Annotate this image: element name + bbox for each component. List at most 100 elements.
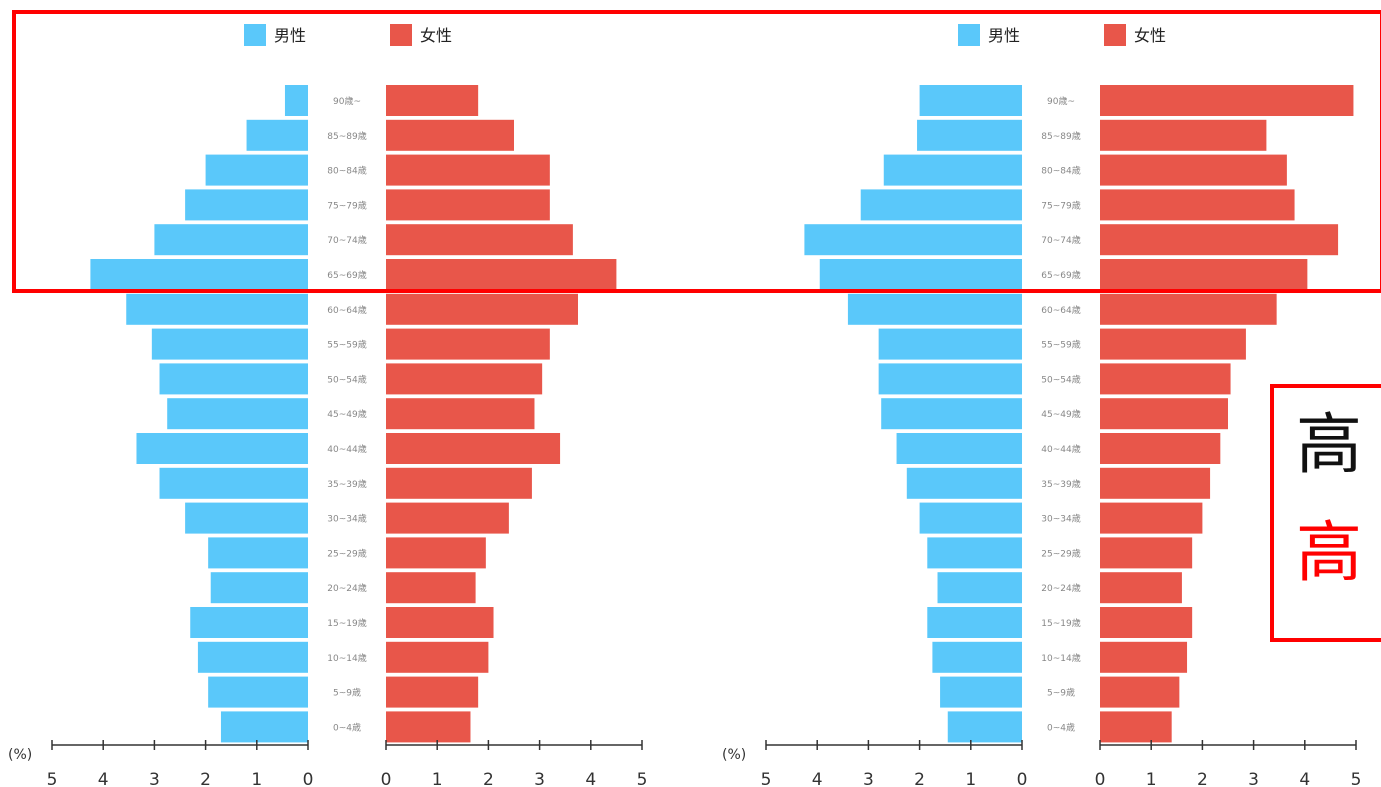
age-group-label: 70~74歳 [1041,234,1080,246]
bar-male [881,398,1022,430]
bar-male [919,502,1022,534]
legend-swatch-male [958,24,980,46]
bar-female [1100,572,1182,604]
age-group-label: 75~79歳 [1041,199,1080,211]
legend-label-male: 男性 [988,26,1020,45]
bar-male [896,433,1022,464]
bar-male [167,398,308,430]
bar-female [386,572,476,604]
age-group-label: 25~29歳 [327,547,366,559]
x-tick-label-male: 1 [251,770,262,787]
bar-female [386,363,543,395]
bar-female [1100,224,1339,256]
age-group-label: 30~34歳 [327,513,366,525]
age-group-label: 0~4歳 [333,721,361,733]
bar-male [159,363,308,395]
x-tick-label-female: 0 [381,770,392,787]
bar-female [386,502,509,534]
highlight-frame-top [12,10,1381,293]
bar-male [220,711,308,743]
x-tick-label-female: 1 [432,770,443,787]
bar-male [210,572,308,604]
bar-female [386,154,550,186]
age-group-label: 70~74歳 [327,234,366,246]
bar-male [205,154,308,186]
age-group-label: 25~29歳 [1041,547,1080,559]
bar-male [819,259,1022,290]
bar-male [927,537,1022,569]
age-group-label: 90歳~ [333,95,361,107]
legend-label-female: 女性 [1134,26,1166,45]
bar-female [1100,467,1211,499]
x-tick-label-male: 3 [863,770,874,787]
x-tick-label-male: 3 [149,770,160,787]
bar-male [940,676,1022,708]
x-tick-label-male: 0 [303,770,314,787]
age-group-label: 55~59歳 [1041,339,1080,351]
bar-male [804,224,1022,256]
bar-female [386,85,479,116]
age-group-label: 55~59歳 [327,339,366,351]
legend-swatch-female [1104,24,1126,46]
legend-swatch-female [390,24,412,46]
age-group-label: 80~84歳 [327,165,366,177]
x-tick-label-male: 5 [47,770,58,787]
bar-female [1100,641,1188,673]
bar-female [1100,259,1308,290]
bar-male [927,607,1022,638]
bar-male [878,328,1022,360]
x-tick-label-female: 3 [534,770,545,787]
age-group-label: 85~89歳 [327,130,366,142]
bar-male [860,189,1022,221]
age-group-label: 45~49歳 [327,408,366,420]
x-tick-label-male: 1 [965,770,976,787]
bar-male [947,711,1022,743]
age-group-label: 5~9歳 [333,687,361,699]
bar-male [136,433,308,464]
age-group-label: 30~34歳 [1041,513,1080,525]
x-tick-label-female: 5 [1351,770,1362,787]
bar-female [1100,676,1180,708]
x-tick-label-male: 2 [914,770,925,787]
bar-female [386,398,535,430]
bar-male [185,189,308,221]
age-group-label: 15~19歳 [1041,617,1080,629]
age-group-label: 10~14歳 [1041,652,1080,664]
callout-text-black: 高 [1296,406,1362,483]
bar-female [386,467,532,499]
bar-male [154,224,308,256]
unit-label: (%) [8,747,32,763]
bar-female [1100,363,1231,395]
callout-text-red: 高 [1296,514,1362,591]
bar-female [1100,433,1221,464]
x-tick-label-male: 0 [1017,770,1028,787]
age-group-label: 40~44歳 [1041,443,1080,455]
bar-female [386,433,561,464]
bar-female [1100,537,1193,569]
bar-female [386,119,514,151]
bar-female [386,189,550,221]
bar-male [159,467,308,499]
age-group-label: 10~14歳 [327,652,366,664]
age-group-label: 35~39歳 [1041,478,1080,490]
legend-swatch-male [244,24,266,46]
bar-female [386,641,489,673]
bar-female [1100,607,1193,638]
age-group-label: 75~79歳 [327,199,366,211]
bar-female [386,676,479,708]
bar-female [1100,154,1287,186]
age-group-label: 45~49歳 [1041,408,1080,420]
bar-female [1100,328,1246,360]
bar-female [1100,398,1228,430]
bar-female [1100,119,1267,151]
x-tick-label-male: 4 [98,770,109,787]
bar-male [151,328,308,360]
bar-male [90,259,309,290]
age-group-label: 65~69歳 [327,269,366,281]
age-group-label: 90歳~ [1047,95,1075,107]
age-group-label: 5~9歳 [1047,687,1075,699]
x-tick-label-male: 5 [761,770,772,787]
bar-female [386,328,550,360]
